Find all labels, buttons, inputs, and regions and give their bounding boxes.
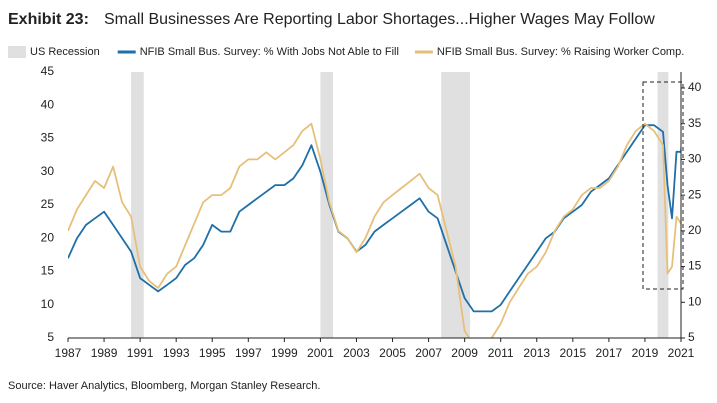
x-tick-label: 2011 (488, 346, 514, 360)
y-tick-label: 15 (41, 264, 55, 278)
y-tick-label: 45 (41, 64, 55, 78)
x-tick-label: 2003 (343, 346, 370, 360)
y2-tick-label: 5 (688, 330, 695, 344)
x-tick-label: 2005 (379, 346, 406, 360)
y2-tick-label: 30 (688, 152, 702, 166)
y2-tick-label: 25 (688, 187, 702, 201)
y2-tick-label: 20 (688, 223, 702, 237)
series-line (68, 124, 681, 313)
legend-swatch (8, 46, 26, 58)
chart-title: Small Businesses Are Reporting Labor Sho… (104, 11, 655, 28)
x-tick-label: 2017 (596, 346, 623, 360)
y-tick-label: 20 (41, 230, 55, 244)
x-tick-label: 1993 (163, 346, 190, 360)
series-line (68, 122, 681, 338)
y-tick-label: 40 (41, 97, 55, 111)
x-tick-label: 1989 (91, 346, 118, 360)
x-tick-label: 2013 (523, 346, 550, 360)
y2-tick-label: 10 (688, 294, 702, 308)
legend-label: NFIB Small Bus. Survey: % With Jobs Not … (140, 46, 399, 58)
y2-tick-label: 15 (688, 259, 702, 273)
x-tick-label: 2009 (451, 346, 478, 360)
y-tick-label: 25 (41, 197, 55, 211)
x-tick-label: 1987 (55, 346, 82, 360)
y2-tick-label: 35 (688, 116, 702, 130)
y-tick-label: 10 (41, 297, 55, 311)
title-label: Exhibit 23: (8, 11, 89, 28)
recession-band (657, 72, 669, 338)
x-tick-label: 1995 (199, 346, 226, 360)
x-tick-label: 1997 (235, 346, 262, 360)
x-tick-label: 1999 (271, 346, 298, 360)
x-tick-label: 2019 (632, 346, 659, 360)
recession-band (131, 72, 144, 338)
y-tick-label: 5 (47, 330, 54, 344)
highlight-box (642, 81, 684, 290)
legend-label: US Recession (30, 46, 100, 58)
y-tick-label: 35 (41, 131, 55, 145)
plot-area (68, 72, 681, 338)
x-tick-label: 2001 (307, 346, 334, 360)
x-tick-label: 1991 (127, 346, 154, 360)
source: Source: Haver Analytics, Bloomberg, Morg… (8, 380, 320, 392)
y2-tick-label: 40 (688, 80, 702, 94)
x-tick-label: 2015 (559, 346, 586, 360)
legend-label: NFIB Small Bus. Survey: % Raising Worker… (437, 46, 684, 58)
y-tick-label: 30 (41, 164, 55, 178)
recession-band (320, 72, 334, 338)
x-tick-label: 2021 (668, 346, 695, 360)
recession-band (441, 72, 471, 338)
x-tick-label: 2007 (415, 346, 442, 360)
